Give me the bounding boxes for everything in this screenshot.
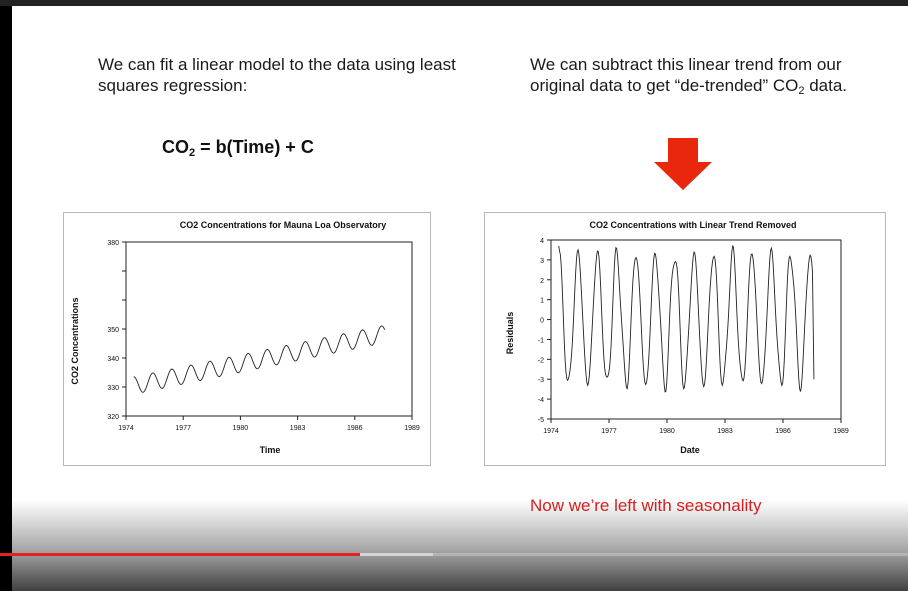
chart-left-series-line (133, 325, 386, 393)
formula-rest: = b(Time) + C (195, 137, 314, 157)
chart-right-ytick-label: -2 (538, 357, 544, 364)
chart-left-xtick-label: 1983 (290, 425, 306, 432)
chart-left-ytick-label: 330 (107, 385, 119, 392)
chart-left-ytick-label: 380 (107, 240, 119, 247)
chart-mauna-loa-co2: CO2 Concentrations for Mauna Loa Observa… (70, 220, 420, 455)
chart-right-ylabel: Residuals (505, 312, 515, 355)
left-explanation-text: We can fit a linear model to the data us… (98, 55, 456, 95)
chart-right-ytick-label: -3 (538, 377, 544, 384)
right-text-end: data. (804, 76, 848, 95)
top-bar (0, 0, 908, 6)
right-text-part: We can subtract this linear trend from o… (530, 55, 842, 95)
chart-right-ytick-label: 3 (540, 258, 544, 265)
chart-left-xtick-label: 1986 (347, 425, 363, 432)
chart-right-plot-area (550, 239, 842, 420)
chart-left-ytick-label: 350 (107, 327, 119, 334)
chart-right-xlabel: Date (680, 445, 700, 455)
chart-left-xtick-label: 1977 (175, 425, 191, 432)
right-text-subscript: 2 (798, 85, 805, 97)
chart-left-ytick-label: 320 (107, 414, 119, 421)
formula-subscript: 2 (189, 147, 196, 159)
chart-left-title: CO2 Concentrations for Mauna Loa Observa… (180, 220, 387, 230)
progress-bar[interactable] (0, 553, 908, 556)
down-arrow-icon (654, 138, 712, 190)
slide: We can fit a linear model to the data us… (12, 6, 908, 591)
chart-right-ytick-label: -4 (538, 397, 544, 404)
chart-right-xtick-label: 1977 (601, 428, 617, 435)
chart-right-xtick-label: 1974 (543, 428, 559, 435)
chart-left-xtick-label: 1989 (404, 425, 420, 432)
progress-played (0, 553, 361, 556)
chart-right-ytick-label: 0 (540, 318, 544, 325)
chart-residuals: CO2 Concentrations with Linear Trend Rem… (505, 220, 849, 455)
chart-right-ytick-label: 4 (540, 238, 544, 245)
chart-right-ytick-label: -1 (538, 337, 544, 344)
chart-right-title: CO2 Concentrations with Linear Trend Rem… (589, 220, 796, 230)
right-explanation-text: We can subtract this linear trend from o… (530, 54, 850, 102)
chart-right-ytick-label: 1 (540, 298, 544, 305)
chart-right-xtick-label: 1983 (717, 428, 733, 435)
formula-prefix: CO (162, 137, 189, 157)
chart-left-xtick-label: 1974 (118, 425, 134, 432)
chart-left-xlabel: Time (260, 445, 281, 455)
chart-right-xtick-label: 1980 (659, 428, 675, 435)
chart-left-ytick-label: 340 (107, 356, 119, 363)
chart-right-xtick-label: 1986 (775, 428, 791, 435)
chart-right-series-line (558, 245, 815, 393)
chart-right-ytick-label: 2 (540, 278, 544, 285)
chart-left-xtick-label: 1980 (233, 425, 249, 432)
player-controls-shade (0, 500, 908, 591)
chart-left-ylabel: CO2 Concentrations (70, 297, 80, 384)
chart-right-ytick-label: -5 (538, 417, 544, 424)
regression-formula: CO2 = b(Time) + C (162, 137, 314, 164)
chart-left-plot-area (125, 241, 413, 417)
chart-right-xtick-label: 1989 (833, 428, 849, 435)
chart-right-frame: CO2 Concentrations with Linear Trend Rem… (484, 212, 886, 466)
chart-left-frame: CO2 Concentrations for Mauna Loa Observa… (63, 212, 431, 466)
